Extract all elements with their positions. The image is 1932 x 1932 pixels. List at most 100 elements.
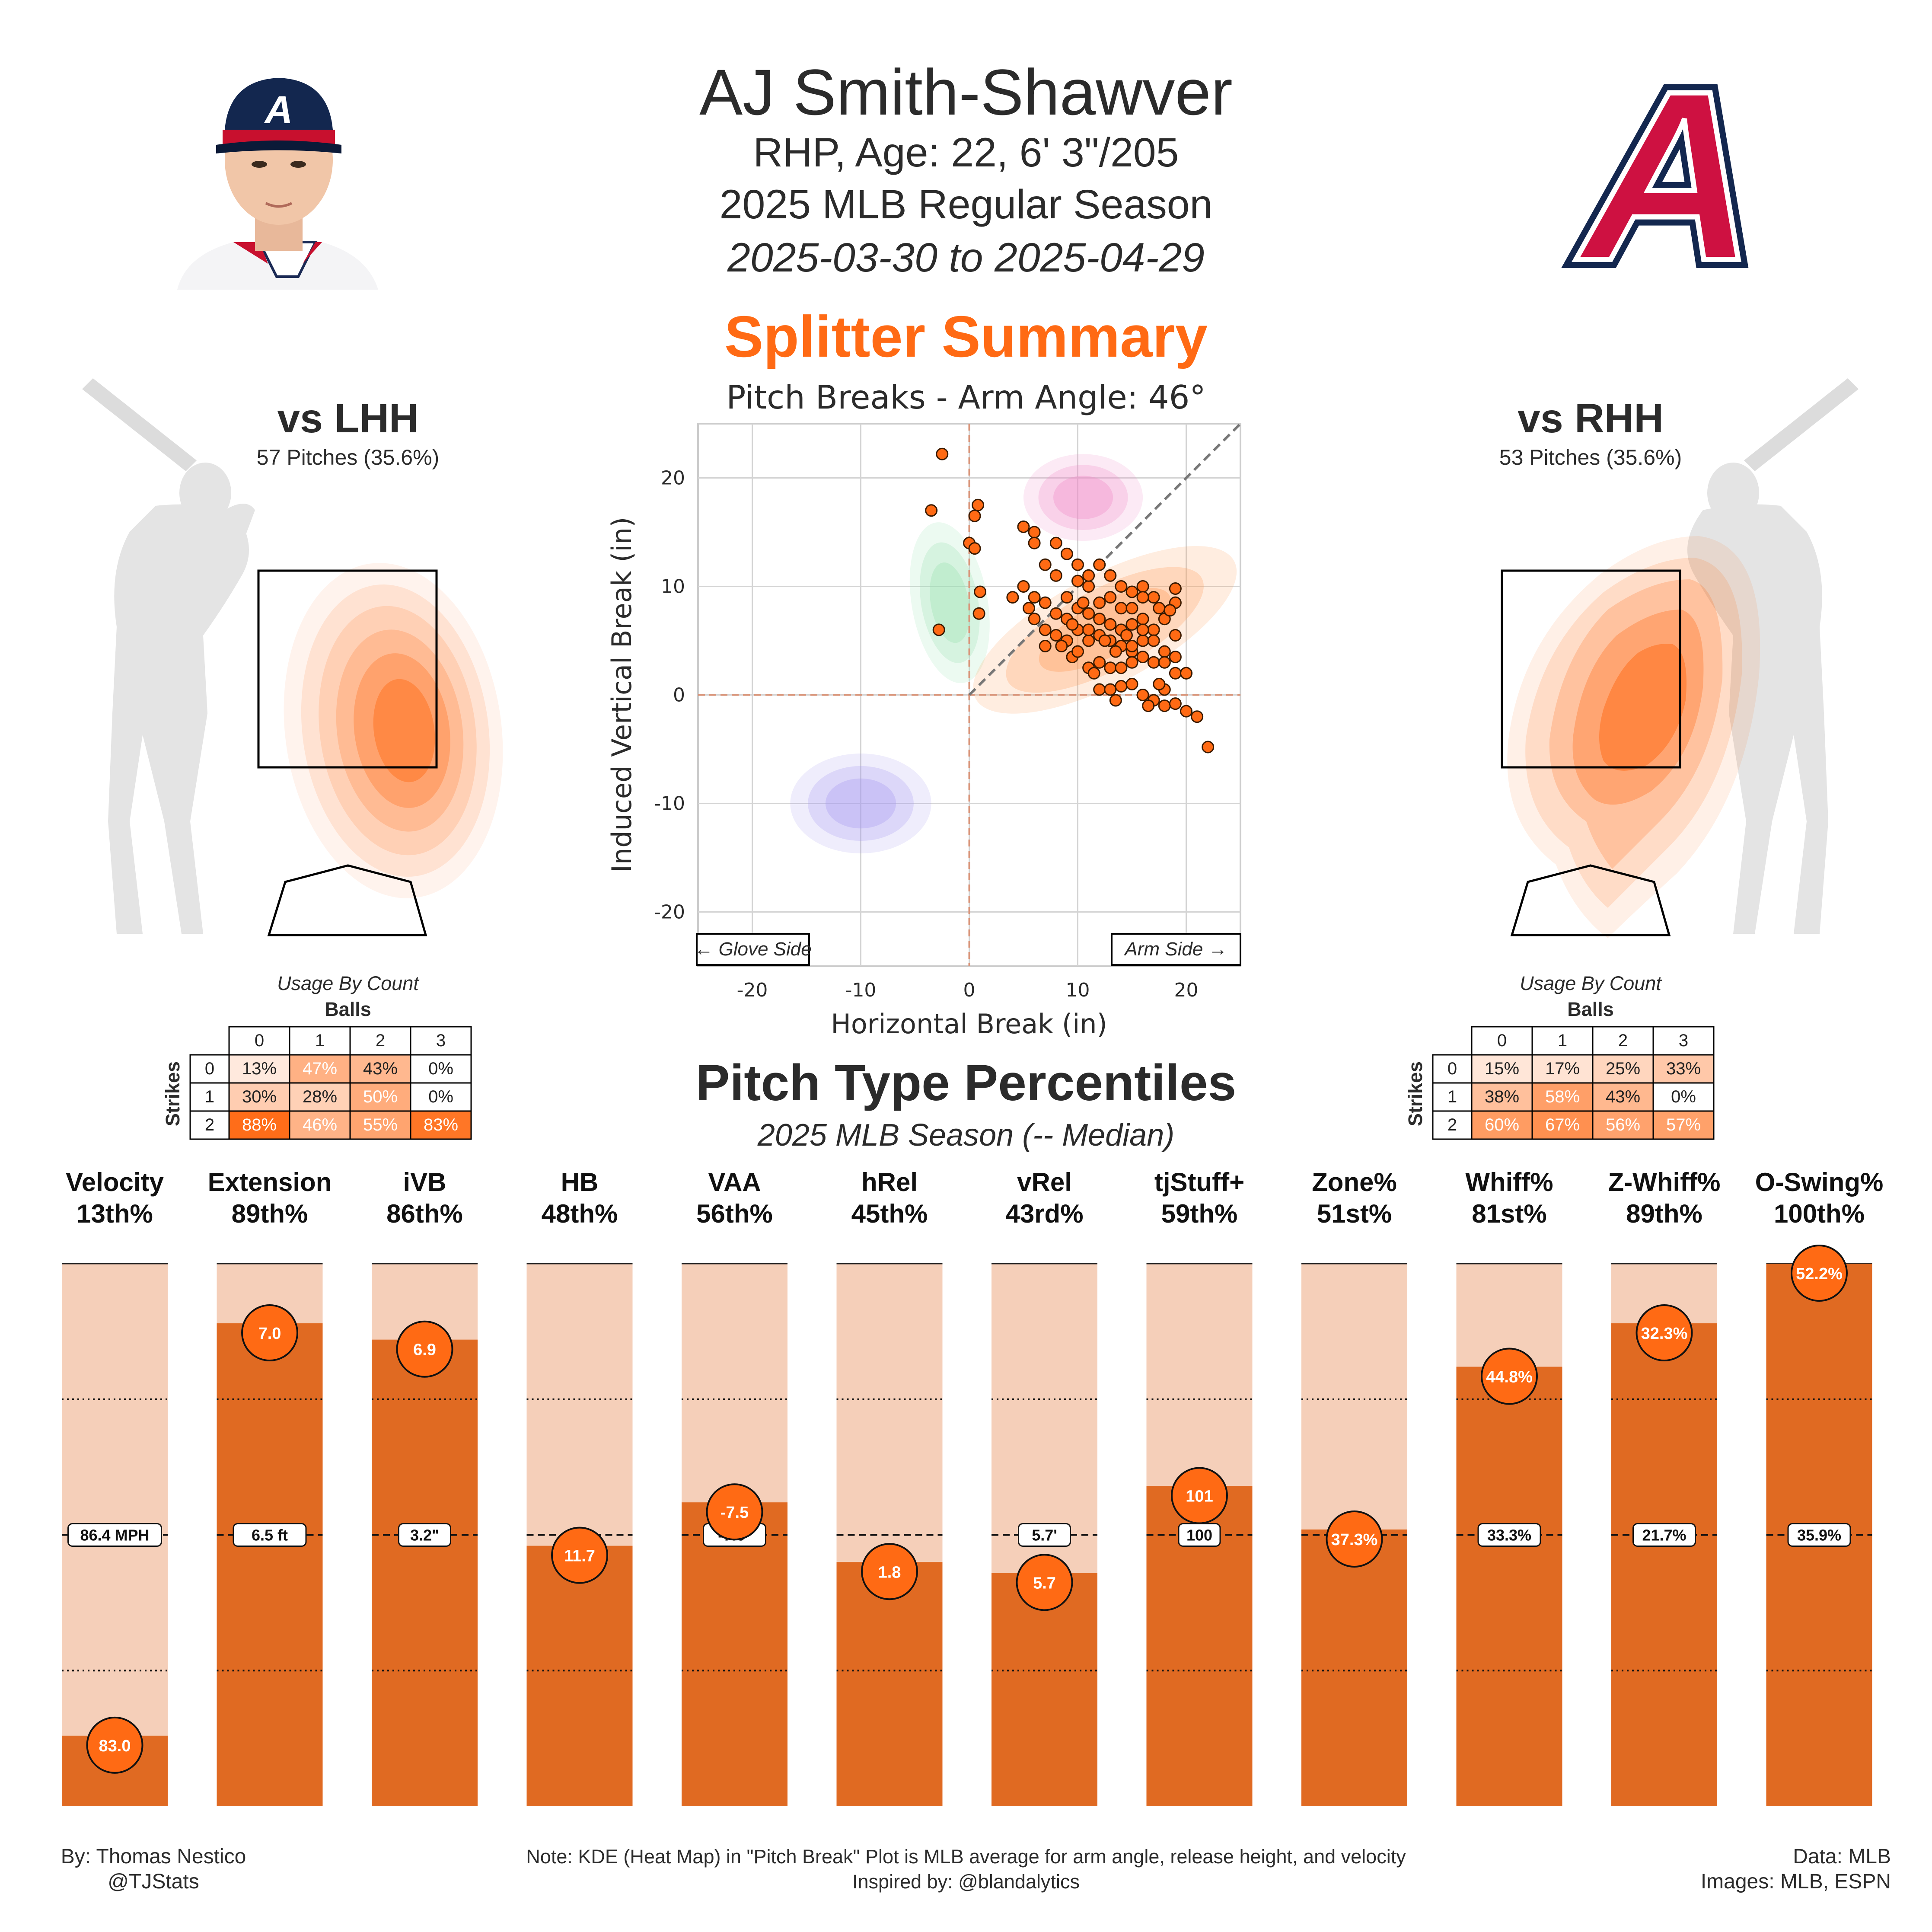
rhh-ball-header: 0: [1497, 1031, 1507, 1050]
percentile-value-marker: [1326, 1510, 1383, 1568]
metric-percentile-label: 45th%: [851, 1199, 928, 1228]
splitter-point: [972, 498, 985, 511]
splitter-point: [1049, 629, 1062, 642]
splitter-point: [1125, 640, 1138, 653]
splitter-point: [1169, 651, 1182, 664]
x-tick-label: -20: [737, 979, 768, 1001]
player-name: AJ Smith-Shawver: [699, 56, 1233, 128]
lhh-strike-header: 2: [205, 1115, 214, 1134]
lhh-ball-header: 1: [315, 1031, 325, 1050]
splitter-point: [1202, 741, 1215, 754]
rhh-panel: vs RHH 53 Pitches (35.6%) Usage By Count…: [1404, 378, 1859, 1140]
percentile-value-marker: [396, 1320, 453, 1378]
rhh-usage-value: 15%: [1485, 1059, 1519, 1078]
kde-region: [1023, 454, 1143, 541]
percentile-value-label: 7.0: [258, 1325, 281, 1343]
rhh-usage-cell: [1531, 1110, 1594, 1140]
rhh-strikes-label: Strikes: [1404, 1061, 1426, 1126]
footer-note: Note: KDE (Heat Map) in "Pitch Break" Pl…: [526, 1846, 1406, 1868]
splitter-point: [1125, 585, 1138, 598]
metric-label: HB: [561, 1168, 599, 1197]
rhh-heatmap: [1507, 536, 1760, 938]
team-logo-icon: A A: [1565, 32, 1764, 319]
lhh-ball-header-cell: [410, 1026, 472, 1056]
rhh-home-plate: [1510, 864, 1671, 936]
percentile-value-marker: [861, 1543, 918, 1600]
rhh-pitch-count: 53 Pitches (35.6%): [1499, 445, 1682, 469]
percentile-value-marker: [551, 1526, 608, 1584]
splitter-point: [1136, 613, 1149, 626]
break-y-label: Induced Vertical Break (in): [606, 517, 638, 873]
splitter-point: [1169, 667, 1182, 680]
splitter-point: [1071, 558, 1084, 571]
splitter-point: [1082, 607, 1095, 620]
percentile-value-marker: [1016, 1554, 1073, 1611]
splitter-point: [1136, 689, 1149, 701]
rhh-title: vs RHH: [1518, 396, 1664, 441]
lhh-usage-value: 43%: [363, 1059, 398, 1078]
lhh-usage-cell: [289, 1082, 351, 1112]
break-x-label: Horizontal Break (in): [831, 1008, 1107, 1040]
rhh-usage-cell: [1531, 1082, 1594, 1112]
lhh-usage-value: 55%: [363, 1115, 398, 1134]
splitter-point: [1104, 618, 1117, 631]
lhh-usage-value: 0%: [428, 1087, 453, 1106]
splitter-point: [1125, 656, 1138, 669]
metric-label: Extension: [208, 1168, 332, 1197]
lhh-usage-cell: [228, 1110, 290, 1140]
rhh-usage-table: 0 1 2 3 0 15% 17% 25% 33% 1 38% 58% 43% 0% 2 60% 67% 56% 5…: [1432, 1026, 1715, 1140]
rhh-usage-cell: [1592, 1054, 1654, 1084]
splitter-point: [1136, 580, 1149, 593]
splitter-point: [1136, 623, 1149, 636]
metric-label: VAA: [708, 1168, 761, 1197]
y-tick-label: 20: [661, 467, 685, 489]
rhh-ball-header-cell: [1592, 1026, 1654, 1056]
splitter-point: [1115, 680, 1128, 693]
percentile-bar-fill: [1456, 1367, 1562, 1806]
splitter-point: [1077, 596, 1090, 609]
splitter-point: [1028, 613, 1041, 626]
splitter-point: [1125, 618, 1138, 631]
splitter-point: [972, 607, 985, 620]
lhh-usage-cell: [349, 1082, 411, 1112]
splitter-point: [1049, 536, 1062, 549]
splitter-point: [1147, 634, 1160, 647]
rhh-usage-value: 17%: [1545, 1059, 1580, 1078]
splitter-point: [1093, 558, 1106, 571]
splitter-point: [1104, 661, 1117, 674]
pitch-summary-title: Splitter Summary: [724, 304, 1208, 369]
splitter-point: [1017, 580, 1030, 593]
splitter-point: [1142, 699, 1155, 712]
lhh-usage-cell: [410, 1110, 472, 1140]
rhh-strike-header: 1: [1447, 1087, 1457, 1106]
footer-image-source: Images: MLB, ESPN: [1701, 1870, 1891, 1893]
splitter-point: [1180, 667, 1192, 680]
metric-label: Velocity: [66, 1168, 164, 1197]
percentile-value-label: -7.5: [721, 1504, 749, 1522]
percentile-value-label: 101: [1186, 1488, 1213, 1506]
splitter-point: [1006, 591, 1019, 604]
splitter-point: [1136, 651, 1149, 664]
metric-label: tjStuff+: [1154, 1168, 1244, 1197]
rhh-ball-header: 1: [1558, 1031, 1567, 1050]
splitter-point: [1104, 591, 1117, 604]
rhh-usage-cell: [1652, 1082, 1715, 1112]
median-value-box: [67, 1523, 162, 1547]
splitter-point: [1060, 591, 1073, 604]
lhh-usage-cell: [228, 1054, 290, 1084]
lhh-pitch-count: 57 Pitches (35.6%): [257, 445, 439, 469]
splitter-point: [1120, 629, 1133, 642]
y-tick-label: -20: [654, 901, 685, 923]
percentile-value-marker: [1791, 1245, 1848, 1302]
lhh-strikes-label: Strikes: [162, 1061, 184, 1126]
median-value-label: 21.7%: [1642, 1526, 1686, 1544]
median-value-label: 33.3%: [1487, 1526, 1531, 1544]
metric-percentile-label: 100th%: [1774, 1199, 1865, 1228]
splitter-point: [1071, 575, 1084, 588]
percentile-bar-fill: [682, 1502, 787, 1806]
splitter-point: [1153, 677, 1166, 690]
lhh-usage-cell: [410, 1054, 472, 1084]
splitter-point: [1109, 694, 1122, 707]
